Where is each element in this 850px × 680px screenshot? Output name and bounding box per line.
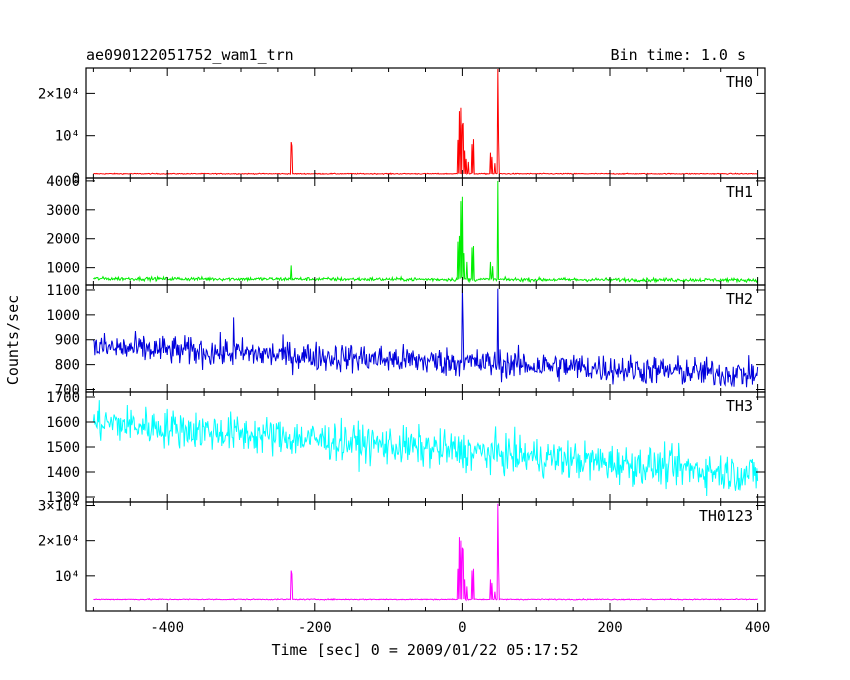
y-tick-label: 1700 xyxy=(46,390,80,406)
panel-th2: TH2 1100 1000 900 800 700 xyxy=(46,283,766,399)
series-line-th1 xyxy=(93,180,759,284)
panel-label: TH3 xyxy=(726,397,753,415)
y-tick-label: 1000 xyxy=(46,308,80,324)
x-tick-label: -200 xyxy=(298,620,332,636)
series-line-th3 xyxy=(92,400,759,496)
panel-label: TH1 xyxy=(726,183,753,201)
panel-frame xyxy=(85,177,766,286)
y-tick-label: 900 xyxy=(55,333,80,349)
panel-frame xyxy=(85,67,766,179)
x-tick-label: 0 xyxy=(458,620,466,636)
x-tick-label: 400 xyxy=(745,620,770,636)
panel-frame xyxy=(85,284,766,393)
y-tick-label: 1100 xyxy=(46,283,80,299)
y-tick-label: 2×10⁴ xyxy=(38,534,80,550)
y-tick-label: 1500 xyxy=(46,440,80,456)
x-tick-label: 200 xyxy=(597,620,622,636)
y-tick-label: 4000 xyxy=(46,174,80,190)
series-line-th2 xyxy=(92,287,759,388)
y-tick-label: 3000 xyxy=(46,203,80,219)
y-tick-label: 3×10⁴ xyxy=(38,499,80,515)
x-tick-label: -400 xyxy=(150,620,184,636)
panel-label: TH0 xyxy=(726,73,753,91)
y-tick-label: 2×10⁴ xyxy=(38,86,80,102)
y-tick-label: 1600 xyxy=(46,415,80,431)
x-axis: -400 -200 0 200 400 xyxy=(150,620,770,636)
y-tick-label: 0 xyxy=(72,171,80,187)
panel-th0123: TH0123 3×10⁴ 2×10⁴ 10⁴ xyxy=(38,499,766,612)
y-tick-label: 10⁴ xyxy=(55,129,80,145)
panel-label: TH2 xyxy=(726,290,753,308)
panel-th0: TH0 2×10⁴ 10⁴ 0 xyxy=(38,67,766,187)
panel-th1: TH1 4000 3000 2000 1000 xyxy=(46,174,766,286)
panel-th3: TH3 1700 1600 1500 1400 1300 xyxy=(46,390,766,506)
panel-label: TH0123 xyxy=(699,507,753,525)
y-axis-label: Counts/sec xyxy=(4,295,22,385)
series-line-th0 xyxy=(93,68,758,176)
series-line-th0123 xyxy=(93,503,758,602)
bin-time-label: Bin time: 1.0 s xyxy=(611,46,746,64)
y-tick-label: 1300 xyxy=(46,490,80,506)
panels-group: TH0 2×10⁴ 10⁴ 0 TH1 4000 3000 2000 1000 TH2 1100 10… xyxy=(38,67,766,612)
chart-title: ae090122051752_wam1_trn xyxy=(86,46,294,64)
y-tick-label: 1400 xyxy=(46,465,80,481)
y-tick-label: 10⁴ xyxy=(55,569,80,585)
panel-frame xyxy=(85,501,766,612)
y-tick-label: 800 xyxy=(55,358,80,374)
y-tick-label: 2000 xyxy=(46,232,80,248)
y-tick-label: 1000 xyxy=(46,261,80,277)
x-axis-label: Time [sec] 0 = 2009/01/22 05:17:52 xyxy=(271,641,578,659)
y-tick-label: 700 xyxy=(55,383,80,399)
